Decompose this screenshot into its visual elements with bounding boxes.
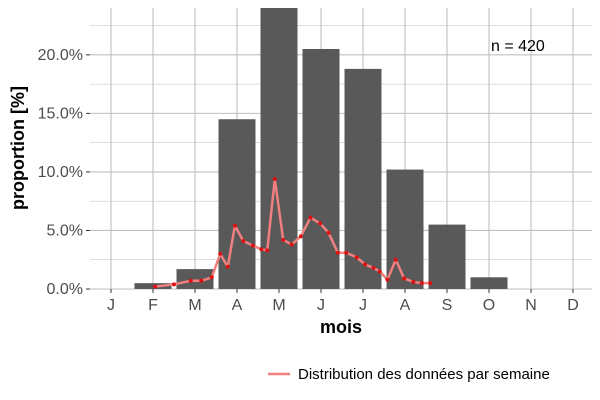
data-point xyxy=(298,234,303,239)
data-point xyxy=(377,269,382,274)
x-tick-label: J xyxy=(107,297,115,314)
x-tick-label: M xyxy=(188,297,201,314)
data-point xyxy=(419,281,424,286)
data-point xyxy=(335,250,340,255)
data-point xyxy=(371,265,376,270)
data-point xyxy=(188,278,193,283)
x-tick-label: D xyxy=(567,297,579,314)
data-point xyxy=(385,277,390,282)
bar xyxy=(176,269,214,289)
x-tick-label: A xyxy=(232,297,243,314)
y-tick-label: 0.0% xyxy=(47,281,83,298)
x-tick-label: O xyxy=(483,297,495,314)
bar xyxy=(428,224,466,289)
data-point xyxy=(199,278,204,283)
data-point xyxy=(402,276,407,281)
data-point xyxy=(272,176,277,181)
data-point xyxy=(308,215,313,220)
data-point xyxy=(318,221,323,226)
data-point xyxy=(281,237,286,242)
bar xyxy=(344,68,382,289)
legend-label: Distribution des données par semaine xyxy=(298,366,550,383)
data-point xyxy=(153,284,158,289)
bar xyxy=(470,277,508,289)
x-tick-label: A xyxy=(400,297,411,314)
x-tick-label: M xyxy=(272,297,285,314)
data-point xyxy=(428,281,433,286)
x-tick-label: N xyxy=(525,297,537,314)
y-tick-label: 5.0% xyxy=(47,222,83,239)
bar xyxy=(260,8,298,289)
x-axis-title: mois xyxy=(320,317,362,337)
data-point xyxy=(232,223,237,228)
data-point xyxy=(218,251,223,256)
data-point xyxy=(259,247,264,252)
x-tick-label: J xyxy=(359,297,367,314)
data-point xyxy=(326,230,331,235)
weekly-distribution-line xyxy=(153,176,433,289)
y-tick-label: 10.0% xyxy=(38,164,83,181)
y-tick-label: 15.0% xyxy=(38,105,83,122)
y-axis-title: proportion [%] xyxy=(8,86,28,210)
data-point xyxy=(265,248,270,253)
bar xyxy=(134,283,172,289)
x-tick-label: J xyxy=(317,297,325,314)
bar xyxy=(302,48,340,289)
data-point xyxy=(172,282,176,287)
data-point xyxy=(241,238,246,243)
data-point xyxy=(209,275,214,280)
x-tick-label: F xyxy=(148,297,158,314)
y-axis-ticks: 0.0% 5.0% 10.0% 15.0% 20.0% xyxy=(38,47,90,298)
data-point xyxy=(344,250,349,255)
data-point xyxy=(289,242,294,247)
data-point xyxy=(354,255,359,260)
bar xyxy=(218,119,256,290)
x-tick-label: S xyxy=(442,297,453,314)
data-point xyxy=(363,262,368,267)
legend: Distribution des données par semaine xyxy=(268,366,550,383)
data-point xyxy=(225,264,230,269)
bars xyxy=(134,8,508,290)
data-point xyxy=(411,279,416,284)
y-tick-label: 20.0% xyxy=(38,47,83,64)
sample-size-annotation: n = 420 xyxy=(491,38,545,55)
data-point xyxy=(393,257,398,262)
data-point xyxy=(250,243,255,248)
